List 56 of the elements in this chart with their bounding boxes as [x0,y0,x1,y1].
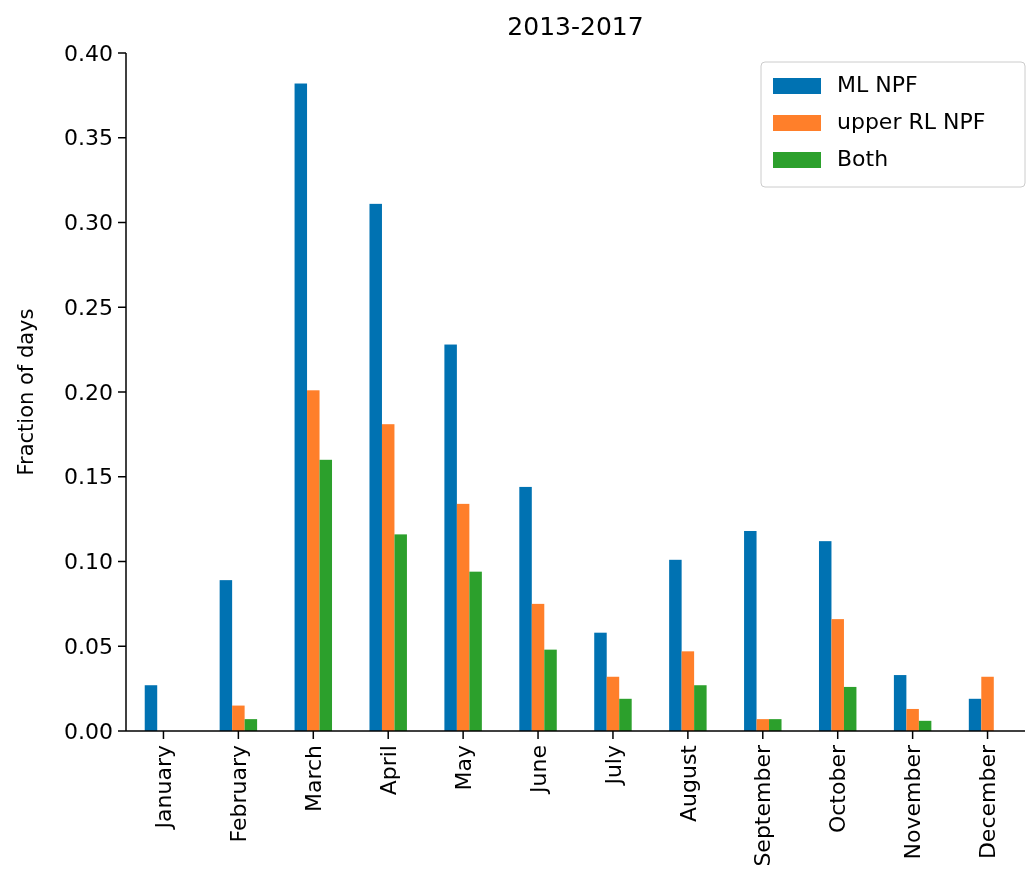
bar [843,686,857,731]
legend-label: upper RL NPF [837,109,986,134]
x-tick-label: October [825,744,851,834]
bar [531,603,545,731]
y-tick-label: 0.05 [64,633,113,659]
bar [906,708,919,731]
y-tick-label: 0.30 [64,210,113,236]
x-tick-label: February [226,745,252,843]
y-tick-label: 0.00 [64,718,113,744]
bar [669,559,682,731]
bar [981,676,994,731]
x-tick-label: November [900,744,926,860]
bar [606,676,620,731]
bar [744,530,757,731]
y-tick-label: 0.20 [64,379,113,405]
bar [144,685,158,731]
bar [381,424,395,731]
x-tick-label: August [675,744,701,822]
bar [818,541,832,731]
x-tick-label: June [525,745,551,795]
bar [968,698,982,731]
x-tick-label: May [450,745,476,791]
x-tick-label: January [151,745,177,831]
bar [394,534,407,731]
bar [219,580,233,731]
bar [694,685,707,731]
bar [444,344,457,731]
x-tick-label: March [300,745,326,813]
bar [619,698,632,731]
x-tick-label: July [600,745,626,787]
bar [544,649,557,731]
legend-label: Both [837,146,889,171]
x-tick-label: April [375,745,401,796]
bar [769,719,782,731]
bar [369,203,382,731]
bar [294,83,308,731]
bar [594,632,607,731]
chart-title: 2013-2017 [507,12,644,41]
x-tick-label: December [975,744,1001,860]
bar [519,486,532,731]
y-tick-label: 0.25 [64,294,113,320]
bar [831,619,844,731]
y-tick-label: 0.15 [64,464,113,490]
legend-label: ML NPF [837,72,918,97]
x-tick-label: September [750,744,776,867]
y-tick-label: 0.35 [64,125,113,151]
bar [307,390,320,731]
y-axis-title: Fraction of days [14,308,38,476]
bar [681,651,695,731]
bar [469,571,482,731]
y-tick-label: 0.10 [64,549,113,575]
bar [893,675,907,731]
y-tick-label: 0.40 [64,40,113,66]
bar [232,705,245,731]
bar [456,503,470,731]
bar [319,459,333,731]
